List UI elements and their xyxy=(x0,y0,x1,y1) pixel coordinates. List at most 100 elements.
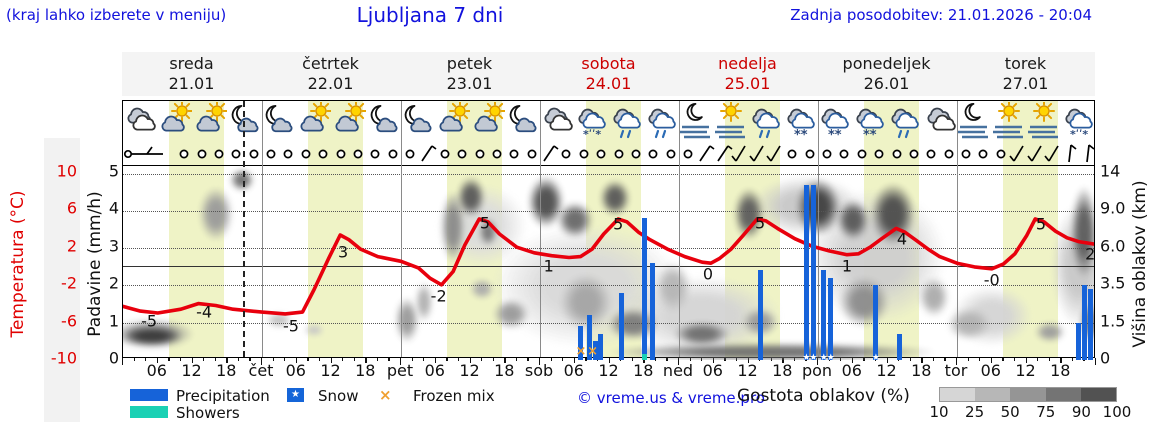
x-tick-mark xyxy=(527,358,529,361)
x-tick-mark xyxy=(400,358,402,365)
x-hour-label: 18 xyxy=(1050,361,1071,380)
svg-text:**: ** xyxy=(863,128,877,142)
temperature-value-label: 1 xyxy=(841,256,853,276)
x-hour-label: 18 xyxy=(633,361,654,380)
x-hour-label: 12 xyxy=(181,361,202,380)
temperature-value-label: -2 xyxy=(430,286,447,306)
wind-calm-icon xyxy=(644,143,661,165)
precipitation-bar xyxy=(1093,266,1094,360)
x-tick-mark xyxy=(1037,358,1039,361)
temperature-value-label: 3 xyxy=(337,242,349,262)
wind-barb-icon xyxy=(123,143,163,165)
x-tick-mark xyxy=(550,358,552,361)
shower-marker xyxy=(641,353,647,360)
x-tick-mark xyxy=(376,358,379,361)
zero-degree-line xyxy=(123,266,1094,268)
weather-icon-night-cloud xyxy=(262,102,297,142)
location-hint: (kraj lahko izberete v meniju) xyxy=(6,6,227,24)
day-name: ponedeljek xyxy=(842,54,931,73)
x-tick-mark xyxy=(863,358,865,361)
last-update-text: Zadnja posodobitev: 21.01.2026 - 20:04 xyxy=(790,6,1092,24)
cloud-density-blob xyxy=(839,277,890,327)
x-hour-label: 18 xyxy=(355,361,376,380)
day-header: četrtek 22.01 xyxy=(261,54,400,94)
wind-calm-icon xyxy=(523,143,540,165)
x-tick-mark xyxy=(249,358,251,361)
cloud-density-label: Gostota oblakov (%) xyxy=(737,386,910,406)
precipitation-bar: ★ xyxy=(802,184,811,360)
temperature-value-label: 0 xyxy=(702,264,714,284)
cloud-density-blob xyxy=(1071,186,1094,278)
x-tick-mark xyxy=(886,358,888,363)
weather-icon-sleet: *ʹʹ* xyxy=(575,102,610,142)
x-tick-mark xyxy=(654,358,657,361)
x-tick-mark xyxy=(944,358,946,361)
cloud-km-tick: 9.0 xyxy=(1100,198,1126,218)
wind-calm-icon xyxy=(505,143,522,165)
cloud-density-blob xyxy=(556,202,593,238)
credit-link[interactable]: © vreme.us & vreme.pro xyxy=(577,389,765,407)
precip-tick: 5 xyxy=(108,161,119,180)
wind-calm-icon xyxy=(974,143,991,165)
wind-barb-icon xyxy=(714,143,733,165)
x-tick-mark xyxy=(284,358,286,361)
wind-calm-icon xyxy=(610,143,627,165)
precipitation-bar xyxy=(641,218,647,360)
temp-tick: 10 xyxy=(56,161,77,180)
x-tick-mark xyxy=(353,358,355,361)
temperature-value-label: 4 xyxy=(896,229,908,249)
precipitation-bar xyxy=(1087,289,1093,360)
weather-icon-snow: ** xyxy=(853,102,888,142)
x-tick-mark xyxy=(851,358,854,363)
precip-tick: 0 xyxy=(108,348,119,368)
precipitation-bar: ★ xyxy=(820,270,828,360)
x-day-label: čet xyxy=(248,361,274,380)
snow-marker-icon: ★ xyxy=(871,352,880,360)
wind-calm-icon xyxy=(279,143,296,165)
weather-icon-snow: ** xyxy=(818,102,853,142)
x-tick-mark xyxy=(365,358,367,363)
cloud-axis-title: Višina oblakov (km) xyxy=(1130,180,1150,348)
cloud-density-blob xyxy=(836,200,869,240)
wind-calm-icon xyxy=(905,143,922,165)
cloud-density-blob xyxy=(394,297,419,343)
x-tick-mark xyxy=(318,358,321,361)
wind-symbol-strip xyxy=(123,143,1095,165)
x-tick-mark xyxy=(156,358,159,363)
precipitation-bar xyxy=(592,341,598,360)
x-tick-mark xyxy=(411,358,413,361)
x-hour-label: 06 xyxy=(563,361,584,380)
wind-calm-icon xyxy=(922,143,939,165)
wind-barb-icon xyxy=(766,143,783,165)
plot-area: *ʹʹ* ** ** ** *ʹʹ* ★ ★ ★ ★ ★ × × -5 -4 -5 3 -2 5 1 5 0 5 1 4 -0… xyxy=(122,100,1095,360)
cloud-density-colorbar xyxy=(939,387,1117,402)
snow-marker-icon: ★ xyxy=(802,352,811,360)
day-boundary-line xyxy=(401,101,402,357)
weather-icon-night-cloud xyxy=(401,102,436,142)
temperature-value-label: 5 xyxy=(613,214,624,234)
x-tick-mark xyxy=(168,358,170,361)
x-tick-mark xyxy=(1060,358,1062,363)
svg-text:*ʹʹ*: *ʹʹ* xyxy=(1070,128,1088,141)
x-hour-label: 18 xyxy=(911,361,932,380)
cloud-density-blob xyxy=(415,282,434,322)
x-tick-mark xyxy=(921,358,923,363)
precipitation-bar: ★ xyxy=(827,277,835,360)
precipitation-label: Precipitation xyxy=(176,387,270,405)
wind-calm-icon xyxy=(662,143,679,165)
wind-barb-icon xyxy=(158,143,175,165)
showers-label: Showers xyxy=(176,404,240,422)
precip-gridline xyxy=(123,173,1094,175)
x-tick-mark xyxy=(133,358,135,361)
wind-barb-icon xyxy=(731,143,748,165)
day-name: petek xyxy=(446,54,493,73)
wind-calm-icon xyxy=(262,143,279,165)
wind-calm-icon xyxy=(575,143,592,165)
x-day-label: sob xyxy=(524,361,554,380)
cloud-density-blob xyxy=(606,343,937,360)
day-header: torek 27.01 xyxy=(956,54,1095,94)
x-tick-mark xyxy=(1071,358,1074,361)
weather-icon-rain xyxy=(644,102,679,142)
temperature-value-label: -5 xyxy=(141,311,158,331)
